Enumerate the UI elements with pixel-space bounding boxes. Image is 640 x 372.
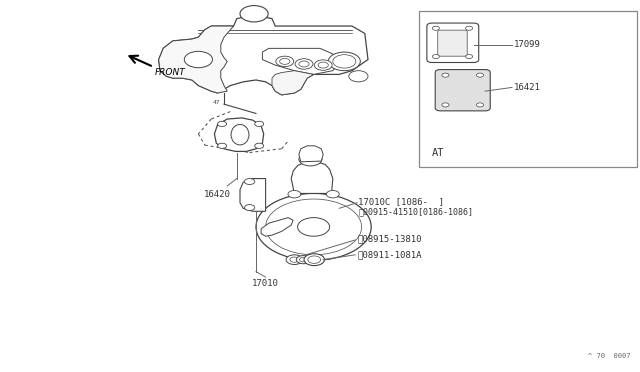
Circle shape: [433, 26, 440, 31]
Circle shape: [476, 73, 484, 77]
Circle shape: [476, 103, 484, 107]
Text: 16420: 16420: [204, 190, 231, 199]
Text: Ⓥ00915-41510[0186-1086]: Ⓥ00915-41510[0186-1086]: [358, 208, 474, 217]
Circle shape: [296, 256, 310, 264]
Polygon shape: [240, 179, 266, 211]
Text: ^ 70  0007: ^ 70 0007: [588, 353, 630, 359]
Polygon shape: [262, 48, 339, 74]
Circle shape: [328, 52, 360, 71]
Text: ⓔ08911-1081A: ⓔ08911-1081A: [357, 250, 422, 259]
Circle shape: [308, 256, 321, 263]
Ellipse shape: [231, 125, 249, 145]
Polygon shape: [159, 26, 234, 93]
Circle shape: [442, 73, 449, 77]
Text: AT: AT: [432, 148, 445, 157]
Circle shape: [433, 55, 440, 58]
Circle shape: [276, 56, 294, 67]
Circle shape: [266, 199, 362, 255]
Circle shape: [244, 205, 255, 211]
Circle shape: [256, 193, 371, 260]
Circle shape: [290, 257, 299, 262]
Text: 17099: 17099: [514, 40, 541, 49]
Circle shape: [442, 103, 449, 107]
Circle shape: [240, 6, 268, 22]
Circle shape: [218, 143, 227, 148]
Circle shape: [326, 190, 339, 198]
Circle shape: [466, 26, 472, 31]
Circle shape: [288, 190, 301, 198]
Circle shape: [300, 257, 307, 262]
FancyBboxPatch shape: [438, 30, 467, 56]
Text: 47: 47: [212, 100, 220, 105]
Text: 16421: 16421: [514, 83, 541, 92]
Circle shape: [318, 62, 328, 68]
Circle shape: [255, 143, 264, 148]
Circle shape: [314, 60, 332, 70]
Circle shape: [295, 59, 313, 69]
Circle shape: [349, 71, 368, 82]
Circle shape: [280, 58, 290, 64]
Circle shape: [298, 218, 330, 236]
Circle shape: [244, 179, 255, 185]
Circle shape: [299, 61, 309, 67]
Circle shape: [304, 254, 324, 266]
Polygon shape: [159, 17, 368, 95]
Bar: [419, 11, 637, 167]
Text: Ⓦ08915-13810: Ⓦ08915-13810: [357, 234, 422, 243]
Polygon shape: [299, 146, 323, 162]
Circle shape: [286, 255, 303, 264]
Circle shape: [218, 121, 227, 126]
Circle shape: [184, 51, 212, 68]
Polygon shape: [291, 162, 333, 193]
Circle shape: [333, 55, 356, 68]
Polygon shape: [214, 118, 264, 151]
Polygon shape: [261, 218, 293, 236]
Polygon shape: [272, 71, 314, 95]
Text: 17010: 17010: [252, 279, 279, 288]
FancyBboxPatch shape: [427, 23, 479, 62]
Text: FRONT: FRONT: [155, 68, 186, 77]
Text: 17010C [1086-  ]: 17010C [1086- ]: [358, 197, 444, 206]
Circle shape: [255, 121, 264, 126]
FancyBboxPatch shape: [435, 70, 490, 111]
Circle shape: [466, 55, 472, 58]
Circle shape: [299, 153, 322, 166]
